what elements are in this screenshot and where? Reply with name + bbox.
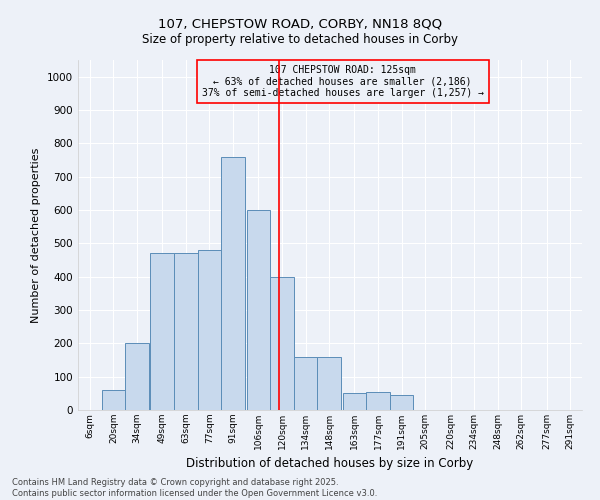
Bar	[101, 390, 125, 410]
Bar	[247, 210, 270, 410]
Bar	[125, 344, 149, 410]
Text: 107, CHEPSTOW ROAD, CORBY, NN18 8QQ: 107, CHEPSTOW ROAD, CORBY, NN18 8QQ	[158, 18, 442, 30]
Text: Contains HM Land Registry data © Crown copyright and database right 2025.
Contai: Contains HM Land Registry data © Crown c…	[12, 478, 377, 498]
Text: Size of property relative to detached houses in Corby: Size of property relative to detached ho…	[142, 32, 458, 46]
Bar	[270, 276, 294, 410]
Bar	[197, 250, 221, 410]
Bar	[390, 395, 413, 410]
Bar	[366, 392, 390, 410]
Bar	[317, 356, 341, 410]
Bar	[174, 254, 197, 410]
Bar	[221, 156, 245, 410]
Bar	[294, 356, 317, 410]
X-axis label: Distribution of detached houses by size in Corby: Distribution of detached houses by size …	[187, 458, 473, 470]
Y-axis label: Number of detached properties: Number of detached properties	[31, 148, 41, 322]
Bar	[343, 394, 366, 410]
Bar	[151, 254, 174, 410]
Text: 107 CHEPSTOW ROAD: 125sqm
← 63% of detached houses are smaller (2,186)
37% of se: 107 CHEPSTOW ROAD: 125sqm ← 63% of detac…	[202, 65, 484, 98]
